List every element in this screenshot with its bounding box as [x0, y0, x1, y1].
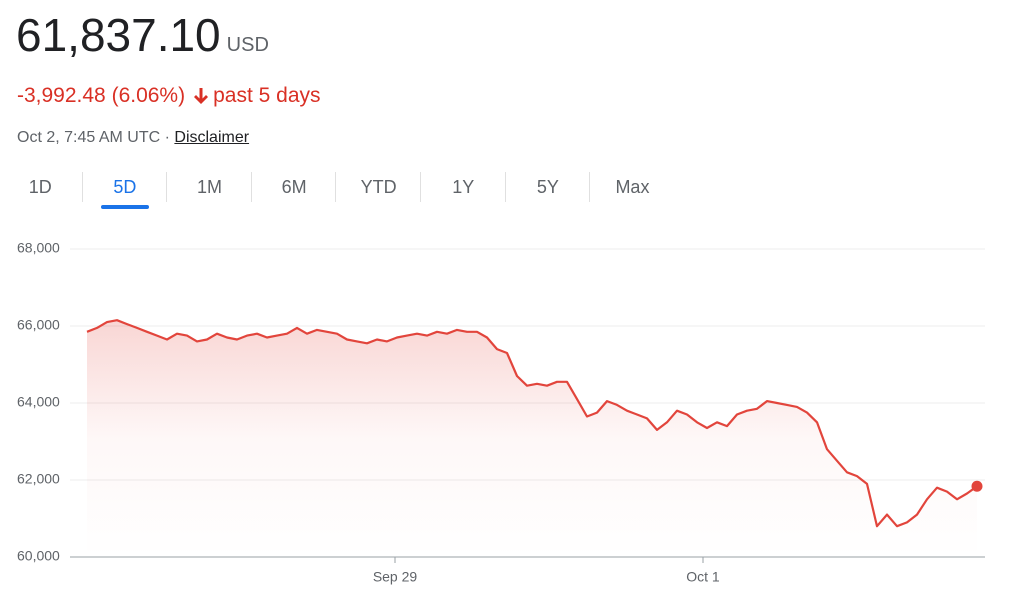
- range-tab[interactable]: Max: [615, 177, 650, 197]
- price: 61,837.10 USD: [16, 8, 269, 62]
- range-tabs: 1D 5D 1M 6M YTD 1Y 5Y Max: [0, 170, 675, 209]
- range-tab[interactable]: 6M: [252, 170, 337, 204]
- area: [87, 320, 977, 557]
- y-tick-label: 60,000: [17, 548, 60, 564]
- range-tab[interactable]: 5D: [83, 170, 168, 209]
- range-tab[interactable]: YTD: [336, 170, 421, 204]
- range-tab[interactable]: 1Y: [421, 170, 506, 204]
- date-row: Oct 2, 7:45 AM UTC · Disclaimer: [17, 129, 249, 147]
- last-point: [971, 480, 983, 492]
- down-arrow: [194, 88, 209, 104]
- y-tick-label: 62,000: [17, 471, 60, 487]
- change-row: -3,992.48 (6.06%) past 5 days: [17, 84, 321, 108]
- change: -3,992.48 (6.06%): [17, 84, 186, 107]
- y-tick-label: 64,000: [17, 394, 60, 410]
- y-tick-label: 66,000: [17, 317, 60, 333]
- timestamp: Oct 2, 7:45 AM UTC: [17, 129, 161, 146]
- period: past 5 days: [213, 84, 321, 107]
- currency: USD: [226, 34, 269, 56]
- range-tab[interactable]: 1M: [167, 170, 252, 204]
- range-tab[interactable]: 1D: [0, 170, 83, 204]
- x-tick-label: Sep 29: [373, 569, 418, 585]
- disclaimer-link[interactable]: Disclaimer: [174, 129, 250, 146]
- y-tick-label: 68,000: [17, 240, 60, 256]
- price-line: [86, 319, 978, 528]
- x-tick-label: Oct 1: [686, 569, 720, 585]
- range-tab[interactable]: 5Y: [506, 170, 591, 204]
- separator: ·: [164, 129, 170, 146]
- price-value: 61,837.10: [16, 9, 221, 61]
